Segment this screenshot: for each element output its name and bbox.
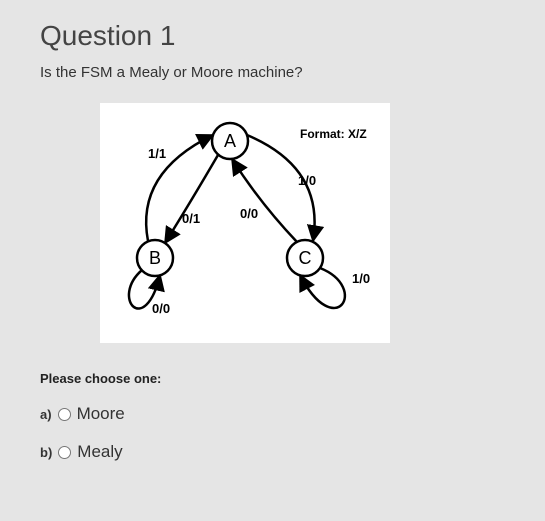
option-a-label: Moore: [77, 404, 125, 424]
option-a-radio[interactable]: [58, 408, 71, 421]
option-a[interactable]: a) Moore: [40, 404, 505, 424]
svg-text:0/1: 0/1: [182, 211, 200, 226]
instruction-text: Please choose one:: [40, 371, 505, 386]
option-letter: a): [40, 407, 52, 422]
question-text: Is the FSM a Mealy or Moore machine?: [40, 64, 505, 81]
svg-text:1/0: 1/0: [298, 173, 316, 188]
option-b-label: Mealy: [77, 442, 122, 462]
fsm-diagram: A B C 1/1 0/1 0/0 1/0 0/0 1/0 Format: X/Z: [100, 103, 390, 343]
svg-text:1/0: 1/0: [352, 271, 370, 286]
svg-text:B: B: [149, 248, 161, 268]
svg-text:1/1: 1/1: [148, 146, 166, 161]
page-title: Question 1: [40, 20, 505, 52]
svg-text:Format: X/Z: Format: X/Z: [300, 127, 367, 141]
option-b-radio[interactable]: [58, 446, 71, 459]
option-letter: b): [40, 445, 52, 460]
svg-text:0/0: 0/0: [240, 206, 258, 221]
svg-text:0/0: 0/0: [152, 301, 170, 316]
option-b[interactable]: b) Mealy: [40, 442, 505, 462]
svg-text:C: C: [299, 248, 312, 268]
svg-text:A: A: [224, 131, 236, 151]
